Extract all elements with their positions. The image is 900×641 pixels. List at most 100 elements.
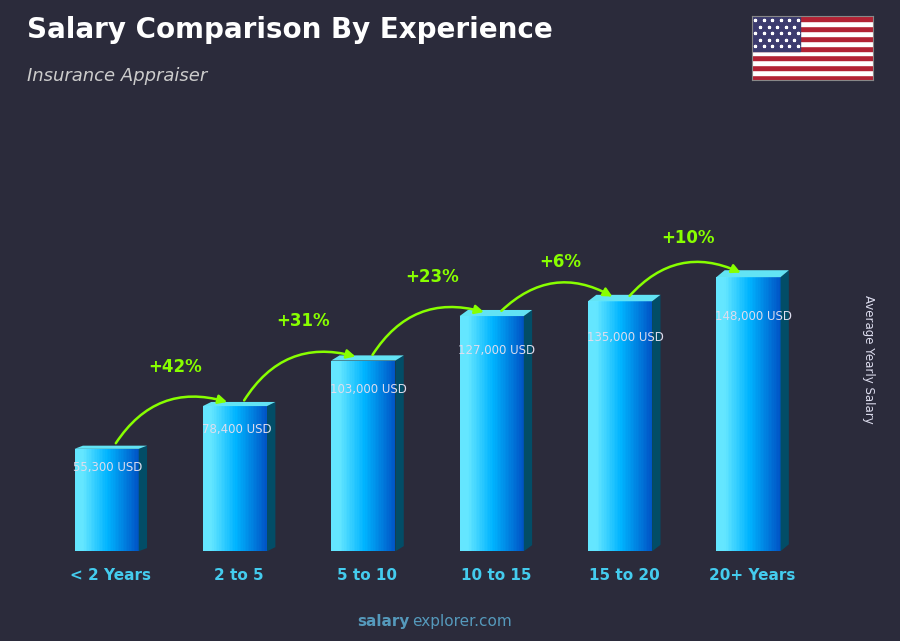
Text: 5 to 10: 5 to 10	[338, 568, 398, 583]
Polygon shape	[344, 360, 346, 551]
Polygon shape	[350, 360, 352, 551]
Polygon shape	[378, 360, 380, 551]
Polygon shape	[506, 316, 508, 551]
Polygon shape	[716, 277, 718, 551]
Polygon shape	[346, 360, 347, 551]
Polygon shape	[362, 360, 364, 551]
Polygon shape	[608, 301, 610, 551]
Polygon shape	[91, 449, 92, 551]
Polygon shape	[251, 406, 253, 551]
Polygon shape	[742, 277, 743, 551]
Text: 78,400 USD: 78,400 USD	[202, 424, 271, 437]
Text: 15 to 20: 15 to 20	[589, 568, 660, 583]
Text: salary: salary	[357, 615, 410, 629]
Polygon shape	[469, 316, 471, 551]
Polygon shape	[108, 449, 110, 551]
Polygon shape	[75, 445, 147, 449]
Polygon shape	[122, 449, 124, 551]
Polygon shape	[460, 310, 532, 316]
Polygon shape	[232, 406, 233, 551]
Text: Salary Comparison By Experience: Salary Comparison By Experience	[27, 16, 553, 44]
Polygon shape	[124, 449, 126, 551]
Text: < 2 Years: < 2 Years	[70, 568, 151, 583]
Polygon shape	[599, 301, 601, 551]
Polygon shape	[202, 406, 204, 551]
Polygon shape	[368, 360, 370, 551]
Polygon shape	[770, 277, 771, 551]
Polygon shape	[651, 301, 652, 551]
Polygon shape	[468, 316, 469, 551]
Polygon shape	[745, 277, 747, 551]
Text: 2 to 5: 2 to 5	[214, 568, 264, 583]
Polygon shape	[376, 360, 378, 551]
Polygon shape	[721, 277, 723, 551]
Polygon shape	[89, 449, 91, 551]
Polygon shape	[771, 277, 772, 551]
Polygon shape	[505, 316, 506, 551]
Polygon shape	[338, 360, 339, 551]
Text: 20+ Years: 20+ Years	[709, 568, 796, 583]
Polygon shape	[511, 316, 512, 551]
Polygon shape	[752, 51, 873, 56]
Polygon shape	[331, 360, 333, 551]
Polygon shape	[500, 316, 501, 551]
Polygon shape	[373, 360, 374, 551]
Polygon shape	[235, 406, 237, 551]
Text: +6%: +6%	[539, 253, 581, 271]
Polygon shape	[752, 40, 873, 46]
Polygon shape	[733, 277, 734, 551]
Polygon shape	[227, 406, 229, 551]
Polygon shape	[495, 316, 497, 551]
Polygon shape	[622, 301, 624, 551]
Polygon shape	[743, 277, 745, 551]
Polygon shape	[723, 277, 724, 551]
Polygon shape	[347, 360, 349, 551]
Polygon shape	[366, 360, 368, 551]
Text: 10 to 15: 10 to 15	[461, 568, 531, 583]
Polygon shape	[339, 360, 341, 551]
Polygon shape	[211, 406, 212, 551]
Polygon shape	[261, 406, 262, 551]
Text: 135,000 USD: 135,000 USD	[587, 331, 663, 344]
Text: Average Yearly Salary: Average Yearly Salary	[862, 295, 875, 423]
Polygon shape	[636, 301, 638, 551]
Polygon shape	[601, 301, 602, 551]
Polygon shape	[724, 277, 726, 551]
Polygon shape	[752, 56, 873, 60]
Text: 103,000 USD: 103,000 USD	[330, 383, 407, 396]
Polygon shape	[204, 406, 206, 551]
Polygon shape	[239, 406, 241, 551]
Polygon shape	[588, 295, 661, 301]
Polygon shape	[392, 360, 394, 551]
Polygon shape	[602, 301, 604, 551]
Polygon shape	[749, 277, 750, 551]
Polygon shape	[264, 406, 266, 551]
Polygon shape	[202, 402, 275, 406]
Polygon shape	[620, 301, 622, 551]
Polygon shape	[461, 316, 463, 551]
Polygon shape	[210, 406, 211, 551]
Polygon shape	[394, 360, 395, 551]
Polygon shape	[483, 316, 485, 551]
Polygon shape	[625, 301, 626, 551]
Polygon shape	[752, 31, 873, 36]
Polygon shape	[354, 360, 356, 551]
Polygon shape	[614, 301, 616, 551]
Polygon shape	[341, 360, 343, 551]
Polygon shape	[616, 301, 618, 551]
Polygon shape	[610, 301, 612, 551]
Polygon shape	[389, 360, 391, 551]
Polygon shape	[508, 316, 509, 551]
Polygon shape	[606, 301, 608, 551]
Polygon shape	[752, 65, 873, 71]
Polygon shape	[395, 355, 404, 551]
Polygon shape	[352, 360, 354, 551]
Polygon shape	[343, 360, 344, 551]
Polygon shape	[761, 277, 763, 551]
Polygon shape	[634, 301, 636, 551]
Polygon shape	[594, 301, 596, 551]
Polygon shape	[364, 360, 366, 551]
Polygon shape	[501, 316, 503, 551]
Polygon shape	[358, 360, 360, 551]
Polygon shape	[130, 449, 132, 551]
